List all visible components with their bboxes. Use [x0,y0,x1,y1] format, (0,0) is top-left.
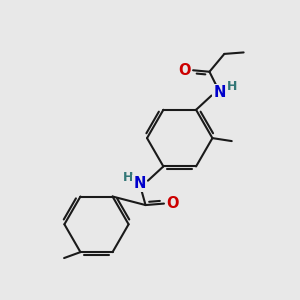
Text: N: N [134,176,146,191]
Text: O: O [166,196,178,211]
Text: O: O [178,63,191,78]
Text: H: H [227,80,238,92]
Text: N: N [214,85,226,100]
Text: H: H [122,171,133,184]
